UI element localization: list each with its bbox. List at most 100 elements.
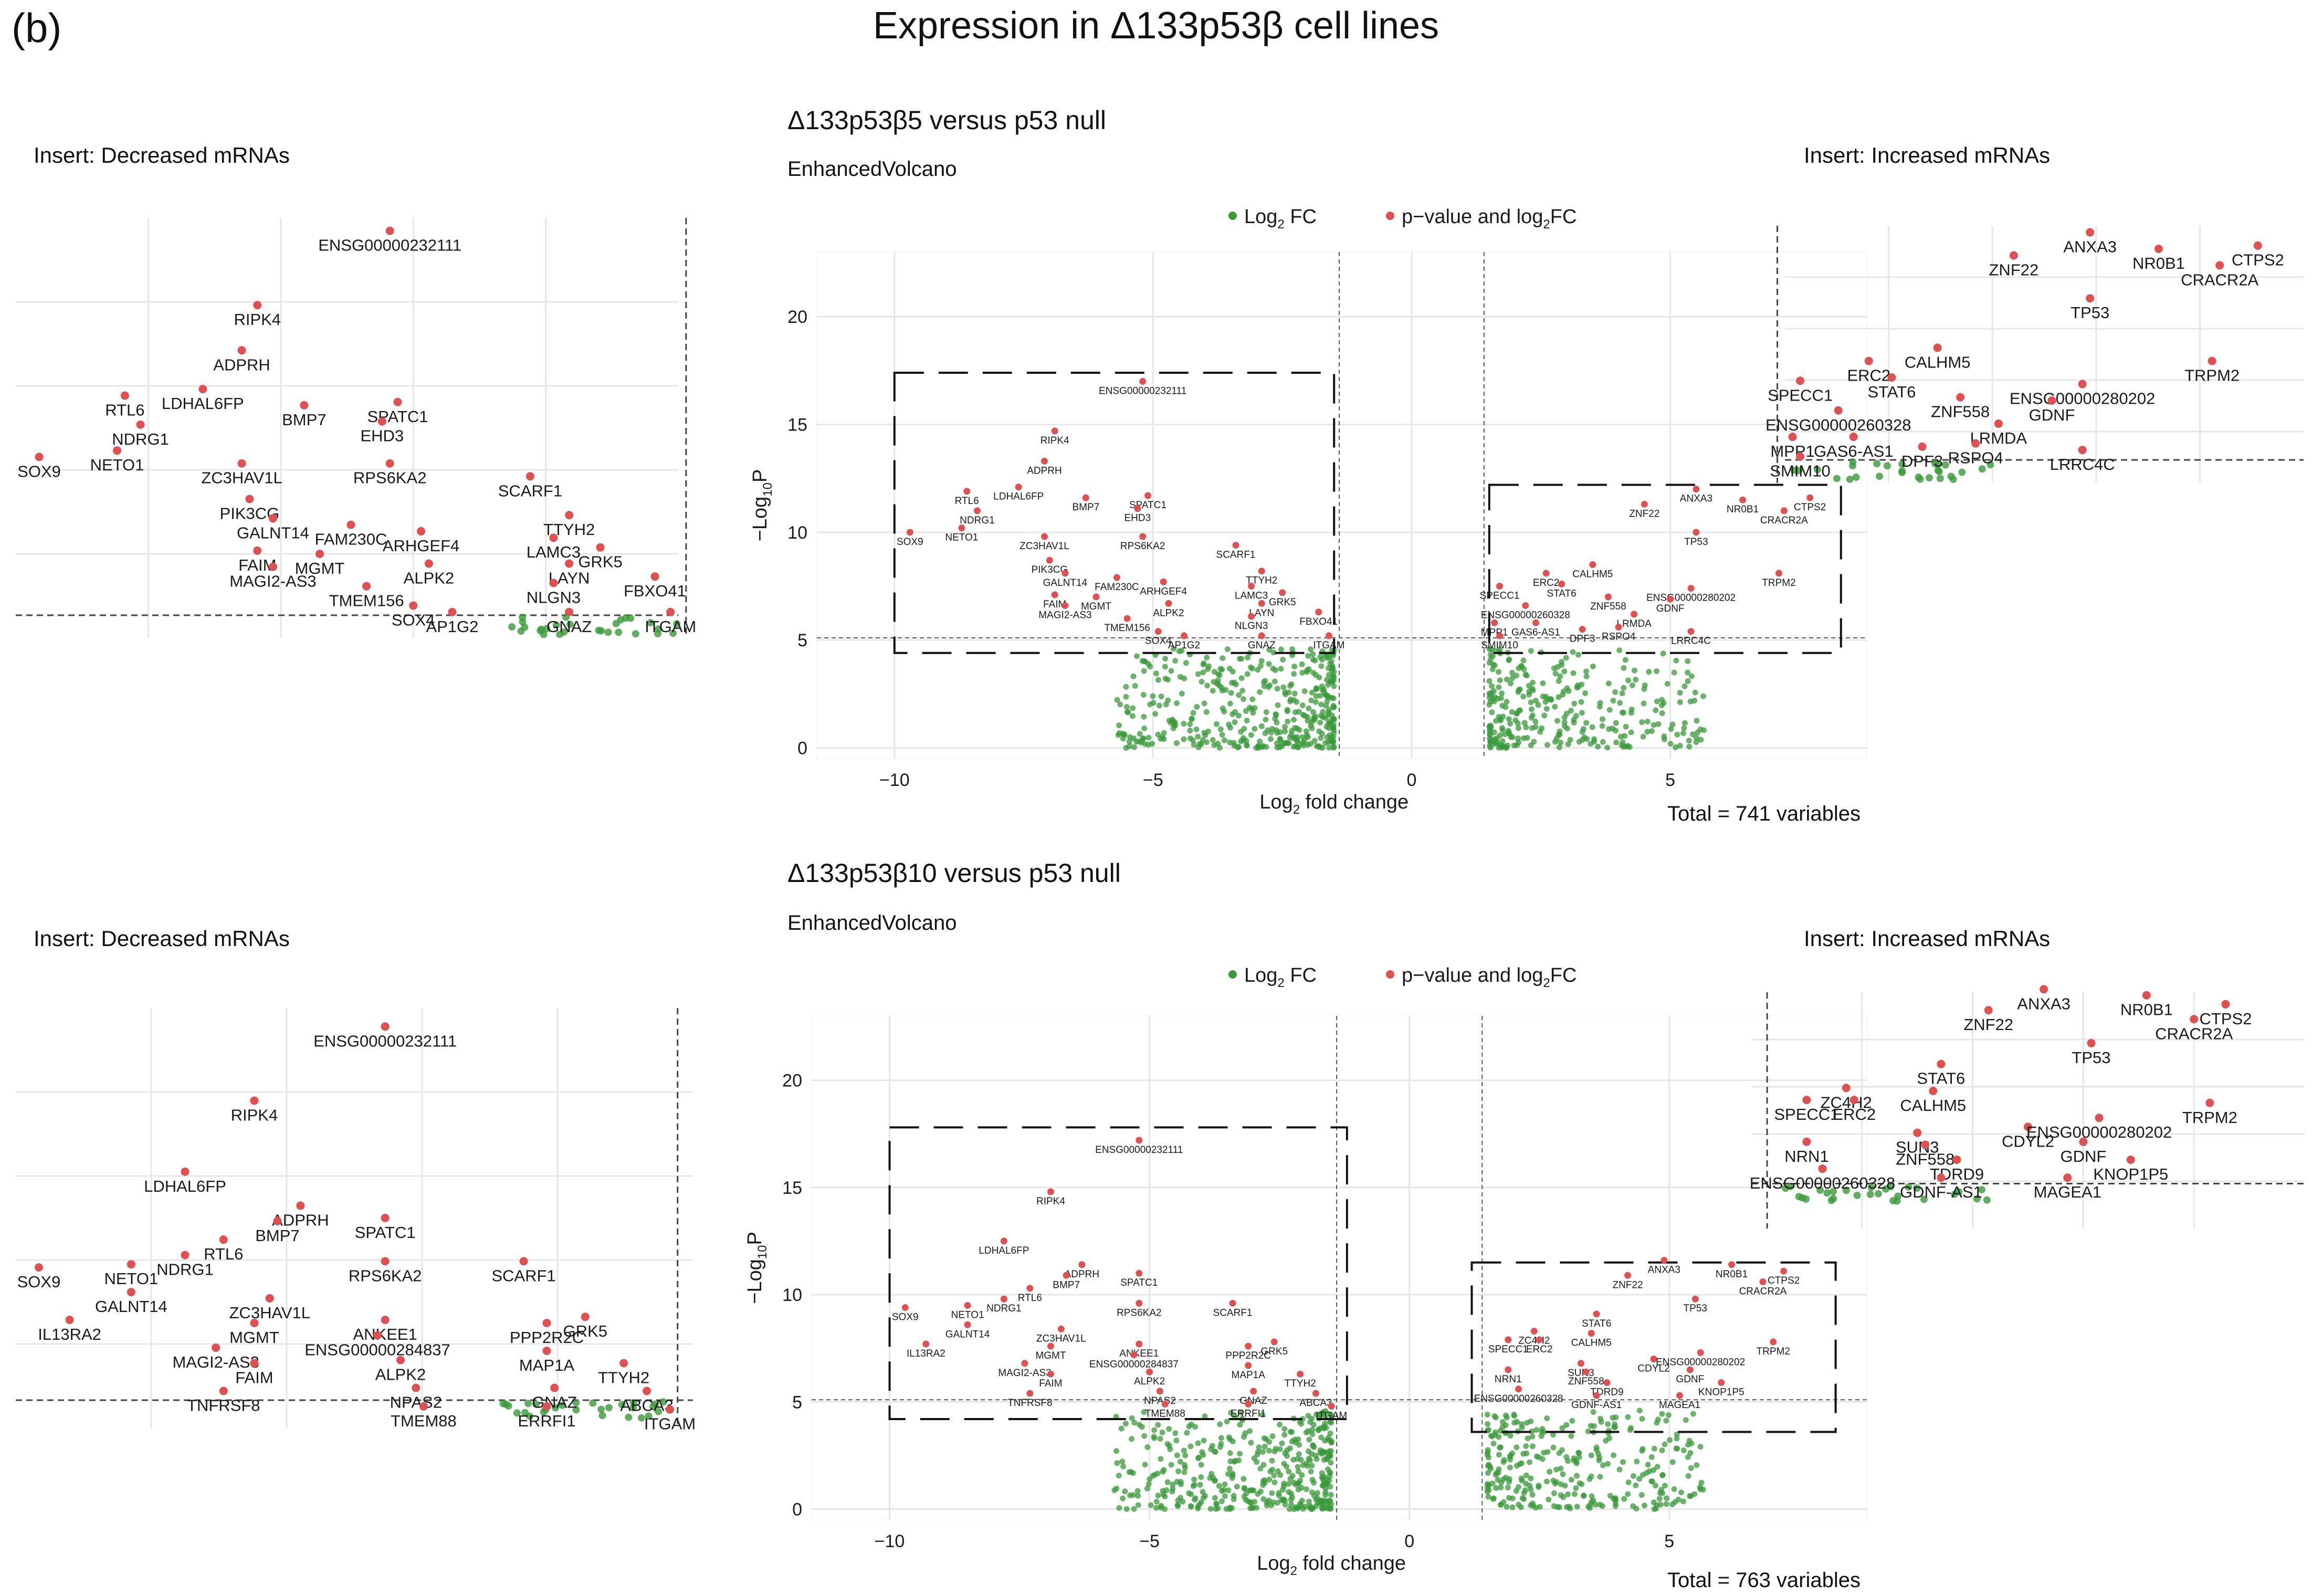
ns-point [1489, 683, 1495, 689]
insert-ns-point [604, 628, 612, 636]
ns-point [1606, 726, 1612, 732]
ns-point [1558, 1492, 1564, 1498]
ns-point [1665, 1412, 1672, 1418]
gene-label: LRMDA [1616, 618, 1652, 629]
insert-sig-point [2078, 380, 2087, 388]
ns-point [1644, 729, 1651, 735]
ns-point [1605, 1421, 1611, 1427]
ns-point [1310, 1505, 1316, 1511]
ns-point [1298, 1421, 1305, 1427]
ns-point [1323, 702, 1329, 709]
legend-sig-marker [1386, 212, 1394, 220]
ns-point [1653, 1505, 1659, 1511]
insert-gene-label: ANKEE1 [353, 1325, 417, 1343]
gene-label: ENSG00000232111 [1099, 385, 1186, 396]
gene-label: GAS6-AS1 [1511, 627, 1560, 638]
insert-gene-label: KNOP1P5 [2093, 1165, 2168, 1183]
ns-point [1201, 660, 1207, 666]
gene-label: GNAZ [1239, 1395, 1267, 1406]
x-tick-label: −10 [879, 770, 910, 790]
insert-sig-point [643, 1387, 651, 1395]
ns-point [1325, 1434, 1331, 1441]
ns-point [1504, 1414, 1510, 1421]
insert-ns-point [572, 1406, 580, 1414]
sig-point [1041, 457, 1048, 465]
ns-point [1698, 737, 1704, 743]
ns-point [1116, 722, 1122, 729]
gene-label: ITGAM [1313, 640, 1344, 651]
ns-point [1643, 1470, 1649, 1476]
ns-point [1509, 1450, 1515, 1456]
ns-point [1262, 1480, 1268, 1486]
insert-gene-label: MAGEA1 [2034, 1183, 2101, 1201]
insert-ns-point [519, 613, 527, 621]
ns-point [1324, 698, 1330, 705]
ns-point [1229, 1475, 1235, 1481]
ns-point [1131, 1506, 1137, 1512]
ns-point [1181, 1469, 1187, 1475]
insert-ns-point [645, 1412, 653, 1420]
sig-point [1315, 608, 1322, 616]
sig-point [1661, 1257, 1668, 1264]
ns-point [1546, 1496, 1552, 1503]
ns-point [1506, 657, 1512, 664]
ns-point [1557, 673, 1563, 679]
sig-point [1589, 561, 1596, 568]
gene-label: EHD3 [1124, 513, 1151, 524]
insert-sig-point [346, 520, 355, 529]
ns-point [1328, 1440, 1334, 1446]
ns-point [1664, 680, 1670, 687]
ns-point [1638, 1492, 1645, 1498]
insert-sig-point [542, 1319, 551, 1327]
ns-point [1504, 676, 1510, 682]
insert-sig-point [381, 1316, 390, 1325]
ns-point [1571, 717, 1577, 723]
ns-point [1305, 653, 1311, 659]
ns-point [1520, 1451, 1527, 1457]
ns-point [1509, 1504, 1516, 1510]
ns-point [1552, 704, 1558, 710]
insert-ns-point [532, 1400, 540, 1408]
ns-point [1583, 673, 1590, 679]
ns-point [1688, 1493, 1694, 1499]
ns-point [1193, 726, 1200, 732]
ns-point [1616, 647, 1623, 654]
gene-label: PIK3CG [1031, 564, 1068, 575]
ns-point [1141, 1433, 1148, 1439]
ns-point [1158, 736, 1164, 742]
ns-point [1296, 709, 1302, 715]
ns-point [1606, 707, 1613, 713]
ns-point [1291, 1479, 1297, 1486]
insert-gene-label: ANXA3 [2017, 994, 2071, 1013]
ns-point [1659, 1472, 1666, 1478]
gene-label: CDYL2 [1637, 1363, 1669, 1374]
ns-point [1242, 1485, 1248, 1491]
sig-point [1139, 533, 1147, 540]
ns-point [1292, 1504, 1299, 1510]
ns-point [1537, 729, 1543, 735]
ns-point [1651, 1445, 1657, 1452]
ns-point [1141, 713, 1147, 720]
insert-sig-point [250, 1319, 259, 1327]
ns-point [1633, 1482, 1639, 1488]
y-tick-label: 20 [782, 1071, 802, 1091]
sig-point [1258, 632, 1265, 639]
ns-point [1119, 1458, 1126, 1465]
ns-point [1516, 687, 1522, 693]
sig-point [1650, 1356, 1657, 1363]
ns-point [1190, 710, 1196, 716]
plot-caption-2: EnhancedVolcano [787, 911, 957, 934]
insert-ns-point [654, 630, 661, 638]
insert-ns-point [605, 1404, 613, 1412]
ns-point [1589, 1499, 1595, 1505]
insert-ns-point [622, 614, 629, 622]
ns-point [1677, 742, 1683, 749]
insert-sig-point [2154, 244, 2163, 253]
sig-point [1770, 1338, 1777, 1346]
insert-gene-label: BMP7 [282, 411, 326, 429]
insert-gene-label: CALHM5 [1905, 353, 1971, 371]
ns-point [1142, 741, 1148, 747]
ns-point [1697, 726, 1704, 732]
ns-point [1605, 1461, 1611, 1467]
insert-gene-label: RPS6KA2 [349, 1266, 422, 1285]
